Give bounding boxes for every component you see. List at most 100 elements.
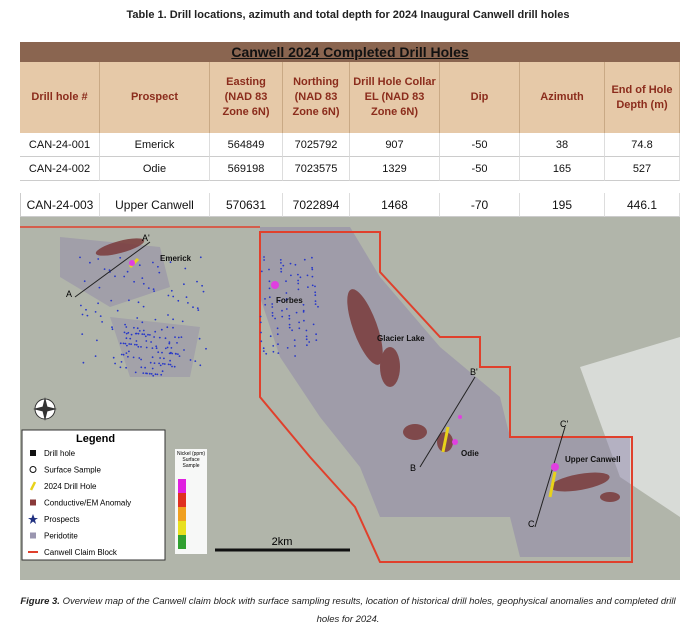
legend-title: Legend [76, 433, 115, 445]
sample-dot [164, 347, 167, 350]
sample-dot [162, 362, 164, 365]
table-cell: -50 [440, 133, 520, 157]
sample-dot [158, 271, 161, 274]
sample-dot [189, 359, 192, 361]
glacier [580, 337, 680, 517]
sample-dot [94, 355, 97, 357]
claim-block [259, 231, 633, 563]
sample-dot [268, 268, 270, 271]
sample-dot [262, 347, 265, 350]
sample-dot [145, 340, 148, 342]
sample-dot [196, 307, 199, 310]
table-cell: CAN-24-001 [20, 133, 100, 157]
sample-dot [263, 259, 265, 261]
sample-dot [123, 275, 126, 278]
sample-dot [134, 343, 136, 346]
sample-dot [159, 364, 162, 367]
sample-dot [298, 327, 301, 330]
caption-label: Figure 3. [20, 596, 60, 607]
legend-label: Peridotite [44, 532, 78, 541]
sample-dot [312, 323, 315, 326]
sample-dot [135, 332, 138, 335]
sample-dot [184, 267, 187, 270]
sample-dot [178, 355, 181, 357]
sample-dot [133, 326, 135, 329]
sample-dot [138, 330, 141, 332]
sample-dot [124, 342, 127, 345]
legend-item: Canwell Claim Block [28, 548, 118, 557]
sample-dot [140, 366, 143, 369]
sample-dot [158, 336, 161, 339]
sample-dot [183, 349, 185, 351]
header-cell: Dip [440, 62, 520, 133]
sample-dot [174, 336, 176, 338]
sample-dot [168, 342, 171, 345]
sample-dot [137, 332, 140, 335]
sample-dot [163, 357, 165, 360]
table-cell: 165 [520, 157, 605, 181]
sample-dot [111, 326, 113, 329]
sample-dot [272, 345, 275, 347]
sample-dot [155, 345, 158, 348]
sample-dot [125, 326, 128, 328]
sample-dot [299, 276, 302, 279]
sample-dot [119, 366, 122, 369]
legend-label: Conductive/EM Anomaly [44, 499, 131, 508]
sample-dot [138, 264, 141, 267]
sample-dot [120, 361, 123, 363]
sample-dot [294, 263, 297, 266]
section-lines [74, 241, 566, 528]
sample-dot [160, 373, 163, 376]
sample-dot [265, 352, 268, 355]
sample-dot [167, 314, 169, 316]
sample-dot [167, 363, 170, 366]
sample-dot [136, 327, 139, 330]
sample-dot [172, 295, 175, 298]
sample-dot [103, 268, 106, 270]
sample-dot [156, 373, 159, 376]
sample-dot [170, 289, 173, 292]
sample-dot [286, 347, 289, 349]
legend-label: Drill hole [44, 449, 76, 458]
sample-dot [144, 366, 146, 369]
sample-dot [289, 262, 292, 265]
sample-dot [150, 373, 153, 375]
sample-dot [298, 321, 300, 324]
sample-dot [142, 282, 145, 285]
sample-dot [153, 290, 156, 292]
sample-dot [108, 269, 111, 271]
sample-dot [196, 280, 198, 283]
sample-dot [307, 286, 309, 288]
sample-dot [187, 302, 189, 304]
sample-dot [277, 352, 280, 354]
table-cell: 7023575 [283, 157, 350, 181]
sample-dot [306, 344, 308, 347]
sample-dot [311, 256, 313, 259]
sample-dot [268, 296, 271, 299]
sample-dot [126, 344, 128, 347]
table-cell: CAN-24-002 [20, 157, 100, 181]
sample-dot [150, 341, 153, 343]
sample-dot [177, 353, 179, 355]
table-cell: -50 [440, 157, 520, 181]
sample-dot [181, 320, 184, 323]
sample-dot [129, 337, 132, 340]
legend-label: 2024 Drill Hole [44, 482, 97, 491]
sample-dot [168, 341, 171, 343]
sample-dot [167, 294, 170, 297]
sample-dot [305, 338, 308, 341]
sample-dot [303, 319, 305, 322]
table-cell: Upper Canwell [100, 193, 210, 217]
sample-dot [308, 341, 311, 343]
sample-dot [158, 362, 161, 365]
sample-dot [277, 343, 279, 346]
legend-item: 2024 Drill Hole [29, 481, 97, 491]
sample-dot [315, 333, 317, 336]
sample-dot [81, 333, 84, 335]
sample-dot [147, 333, 149, 336]
map: Emerick Forbes Glacier Lake Odie Upper C… [20, 217, 680, 580]
sample-dot [134, 371, 137, 374]
sample-dot [259, 321, 262, 324]
sample-dot [171, 365, 173, 368]
